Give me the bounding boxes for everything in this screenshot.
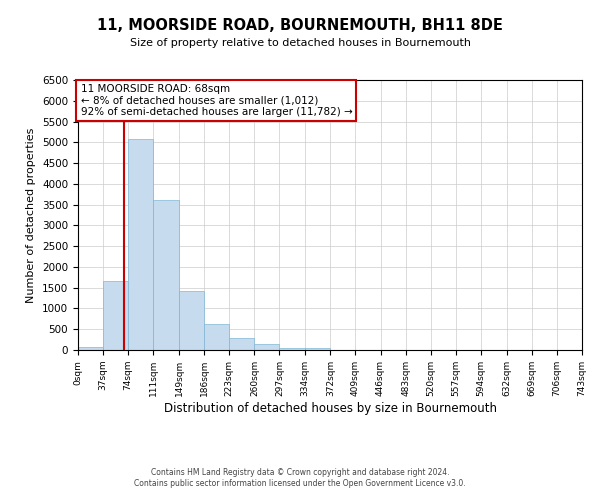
Bar: [153, 200, 179, 350]
Text: Contains HM Land Registry data © Crown copyright and database right 2024.
Contai: Contains HM Land Registry data © Crown c…: [134, 468, 466, 487]
Bar: [179, 291, 204, 350]
Bar: [305, 348, 331, 350]
Text: 11 MOORSIDE ROAD: 68sqm
← 8% of detached houses are smaller (1,012)
92% of semi-: 11 MOORSIDE ROAD: 68sqm ← 8% of detached…: [80, 84, 352, 117]
Text: 11, MOORSIDE ROAD, BOURNEMOUTH, BH11 8DE: 11, MOORSIDE ROAD, BOURNEMOUTH, BH11 8DE: [97, 18, 503, 32]
Bar: [254, 344, 280, 350]
X-axis label: Distribution of detached houses by size in Bournemouth: Distribution of detached houses by size …: [163, 402, 497, 414]
Bar: [204, 324, 229, 350]
Bar: [103, 282, 128, 350]
Bar: [78, 347, 103, 350]
Y-axis label: Number of detached properties: Number of detached properties: [26, 128, 37, 302]
Bar: [280, 348, 305, 350]
Bar: [229, 338, 254, 350]
Text: Size of property relative to detached houses in Bournemouth: Size of property relative to detached ho…: [130, 38, 470, 48]
Bar: [128, 139, 153, 350]
